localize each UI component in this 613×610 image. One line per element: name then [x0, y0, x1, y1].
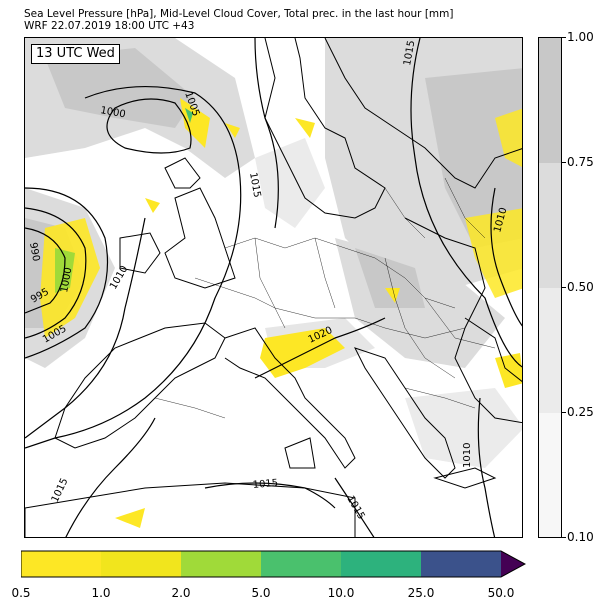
isobars — [25, 38, 522, 537]
cloud-tick-label: 0.50 — [567, 280, 594, 294]
precip-band — [21, 551, 101, 577]
isobar-label: 1000 — [99, 105, 126, 120]
cloud-tick-label: 0.25 — [567, 405, 594, 419]
isobar-label: 1015 — [344, 494, 366, 522]
cloud-band-2 — [539, 163, 561, 288]
isobar-label: 1000 — [59, 267, 74, 294]
isobar-label: 1015 — [252, 478, 278, 491]
cloud-tick-mark — [562, 162, 566, 163]
cloud-tick-mark — [562, 37, 566, 38]
isobar-label: 1010 — [462, 443, 473, 468]
precip-tick-label: 0.5 — [11, 586, 31, 600]
cloud-band-3 — [539, 288, 561, 413]
cloud-tick-mark — [562, 287, 566, 288]
precip-tick-label: 1.0 — [91, 586, 111, 600]
precip-tick-label: 50.0 — [487, 586, 515, 600]
precip-band — [421, 551, 501, 577]
precip-tick-label: 2.0 — [171, 586, 191, 600]
precip-band — [181, 551, 261, 577]
precip-tick-label: 5.0 — [251, 586, 271, 600]
isobar-label: 990 — [27, 242, 41, 263]
precip-tick-label: 10.0 — [327, 586, 355, 600]
cloud-tick-label: 1.00 — [567, 30, 594, 44]
cloud-band-1 — [539, 38, 561, 163]
precip-band — [261, 551, 341, 577]
precip-band — [101, 551, 181, 577]
cloud-tick-mark — [562, 537, 566, 538]
isobar-label: 1015 — [402, 40, 417, 67]
time-label: 13 UTC Wed — [31, 44, 120, 64]
map-title: Sea Level Pressure [hPa], Mid-Level Clou… — [24, 8, 454, 20]
precip-extend-arrow — [501, 551, 525, 577]
isobar-label: 1015 — [247, 172, 262, 199]
cloud-tick-label: 0.75 — [567, 155, 594, 169]
isobar-label: 1015 — [50, 477, 71, 505]
precip-band — [341, 551, 421, 577]
weather-map: 1015 1005 1000 1015 990 995 1000 1005 10… — [24, 37, 523, 538]
map-canvas: 1015 1005 1000 1015 990 995 1000 1005 10… — [25, 38, 522, 537]
country-borders — [154, 177, 496, 419]
cloud-band-4 — [539, 413, 561, 537]
cloud-tick-label: 0.10 — [567, 530, 594, 544]
precip-tick-label: 25.0 — [407, 586, 435, 600]
map-subtitle: WRF 22.07.2019 18:00 UTC +43 — [24, 20, 195, 32]
cloud-cover-colorbar — [538, 37, 562, 538]
cloud-tick-mark — [562, 412, 566, 413]
precipitation-colorbar — [21, 550, 526, 578]
